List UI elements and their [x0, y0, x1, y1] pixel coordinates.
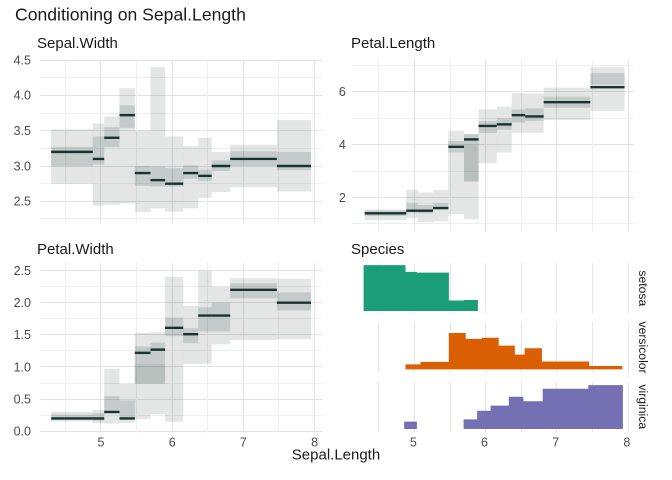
- svg-text:Sepal.Length: Sepal.Length: [292, 447, 380, 464]
- svg-text:Petal.Width: Petal.Width: [37, 241, 114, 258]
- svg-text:0.0: 0.0: [14, 425, 31, 439]
- svg-text:virginica: virginica: [636, 384, 650, 429]
- svg-text:2.5: 2.5: [14, 264, 31, 278]
- svg-text:6: 6: [339, 85, 346, 99]
- svg-text:6: 6: [169, 436, 176, 450]
- svg-text:0.5: 0.5: [14, 393, 31, 407]
- svg-text:3.0: 3.0: [14, 159, 31, 173]
- svg-text:7: 7: [240, 436, 247, 450]
- svg-text:3.5: 3.5: [14, 124, 31, 138]
- svg-text:8: 8: [623, 436, 630, 450]
- svg-text:Sepal.Width: Sepal.Width: [37, 35, 118, 52]
- svg-text:Petal.Length: Petal.Length: [351, 35, 435, 52]
- svg-text:1.0: 1.0: [14, 360, 31, 374]
- svg-text:4.0: 4.0: [14, 89, 31, 103]
- svg-text:6: 6: [481, 436, 488, 450]
- svg-text:2.0: 2.0: [14, 296, 31, 310]
- svg-text:5: 5: [98, 436, 105, 450]
- svg-text:4.5: 4.5: [14, 53, 31, 67]
- svg-text:4: 4: [339, 138, 346, 152]
- svg-text:2: 2: [339, 191, 346, 205]
- svg-text:versicolor: versicolor: [636, 321, 650, 373]
- svg-text:Conditioning on Sepal.Length: Conditioning on Sepal.Length: [15, 5, 246, 25]
- svg-text:7: 7: [552, 436, 559, 450]
- svg-text:1.5: 1.5: [14, 328, 31, 342]
- svg-text:setosa: setosa: [636, 270, 650, 306]
- svg-text:2.5: 2.5: [14, 195, 31, 209]
- svg-text:Species: Species: [351, 241, 404, 258]
- svg-text:8: 8: [311, 436, 318, 450]
- svg-text:5: 5: [410, 436, 417, 450]
